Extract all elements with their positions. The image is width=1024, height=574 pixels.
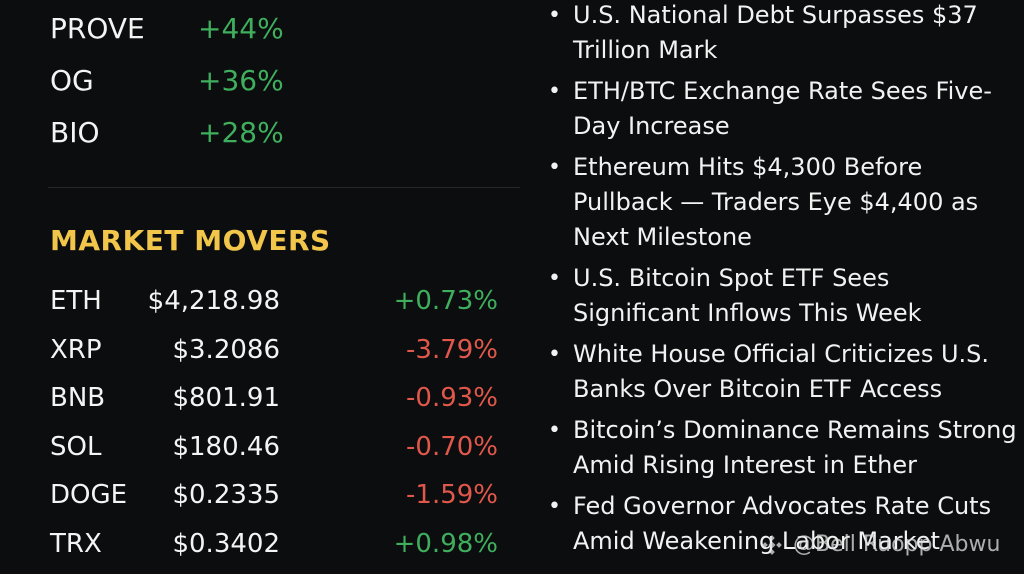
gainer-row[interactable]: BIO +28% [50,112,310,164]
mover-change: -0.70% [406,431,498,462]
bullet-icon: • [548,494,561,519]
mover-row[interactable]: TRX $0.3402 +0.98% [50,525,500,574]
section-divider [48,187,520,188]
news-item[interactable]: • U.S. National Debt Surpasses $37 Trill… [548,0,1018,68]
market-movers-table: ETH $4,218.98 +0.73% XRP $3.2086 -3.79% … [50,282,500,574]
mover-price: $801.91 [172,383,280,414]
binance-logo-icon [762,535,782,555]
gainer-row[interactable]: PROVE +44% [50,8,310,60]
news-list: • U.S. National Debt Surpasses $37 Trill… [548,0,1018,565]
bullet-icon: • [548,79,561,104]
mover-change: -0.93% [406,383,498,414]
mover-symbol: DOGE [50,480,128,511]
news-item[interactable]: • Bitcoin’s Dominance Remains Strong Ami… [548,413,1018,483]
news-item[interactable]: • Fed Governor Advocates Rate Cuts Amid … [548,489,1018,559]
mover-symbol: XRP [50,334,102,365]
mover-change: +0.73% [393,286,498,316]
gainer-change: +28% [198,116,284,149]
mover-symbol: BNB [50,383,106,414]
watermark-text: @Bell Ruopp Abwu [793,532,1001,557]
mover-price: $0.3402 [172,528,280,559]
author-watermark: @Bell Ruopp Abwu [762,532,1000,557]
mover-price: $180.46 [172,431,280,462]
mover-row[interactable]: XRP $3.2086 -3.79% [50,331,500,380]
mover-row[interactable]: SOL $180.46 -0.70% [50,428,500,477]
gainer-row[interactable]: OG +36% [50,60,310,112]
market-movers-title: MARKET MOVERS [50,224,331,257]
news-headline: U.S. Bitcoin Spot ETF Sees Significant I… [573,264,922,327]
bullet-icon: • [548,155,561,180]
gainer-symbol: PROVE [50,12,145,45]
bullet-icon: • [548,266,561,291]
gainer-change: +36% [198,64,284,97]
top-gainers-list: PROVE +44% OG +36% BIO +28% [50,8,310,164]
mover-price: $0.2335 [172,480,280,511]
bullet-icon: • [548,418,561,443]
gainer-change: +44% [198,12,284,45]
mover-symbol: ETH [50,286,102,316]
gainer-symbol: OG [50,64,94,97]
bullet-icon: • [548,3,561,28]
news-item[interactable]: • Ethereum Hits $4,300 Before Pullback —… [548,150,1018,255]
gainer-symbol: BIO [50,116,100,149]
news-item[interactable]: • ETH/BTC Exchange Rate Sees Five-Day In… [548,74,1018,144]
mover-row[interactable]: BNB $801.91 -0.93% [50,379,500,428]
mover-symbol: TRX [50,528,102,559]
mover-change: -3.79% [406,334,498,365]
mover-change: +0.98% [393,528,498,559]
mover-row[interactable]: DOGE $0.2335 -1.59% [50,476,500,525]
mover-price: $3.2086 [172,334,280,365]
mover-price: $4,218.98 [147,286,280,316]
news-headline: Bitcoin’s Dominance Remains Strong Amid … [573,416,1017,479]
news-headline: Ethereum Hits $4,300 Before Pullback — T… [573,153,979,251]
mover-symbol: SOL [50,431,102,462]
news-headline: White House Official Criticizes U.S. Ban… [573,340,990,403]
news-item[interactable]: • U.S. Bitcoin Spot ETF Sees Significant… [548,261,1018,331]
mover-row[interactable]: ETH $4,218.98 +0.73% [50,282,500,331]
mover-change: -1.59% [406,480,498,511]
bullet-icon: • [548,342,561,367]
news-headline: Fed Governor Advocates Rate Cuts Amid We… [573,492,992,555]
news-headline: ETH/BTC Exchange Rate Sees Five-Day Incr… [573,77,992,140]
news-item[interactable]: • White House Official Criticizes U.S. B… [548,337,1018,407]
news-headline: U.S. National Debt Surpasses $37 Trillio… [573,1,978,64]
